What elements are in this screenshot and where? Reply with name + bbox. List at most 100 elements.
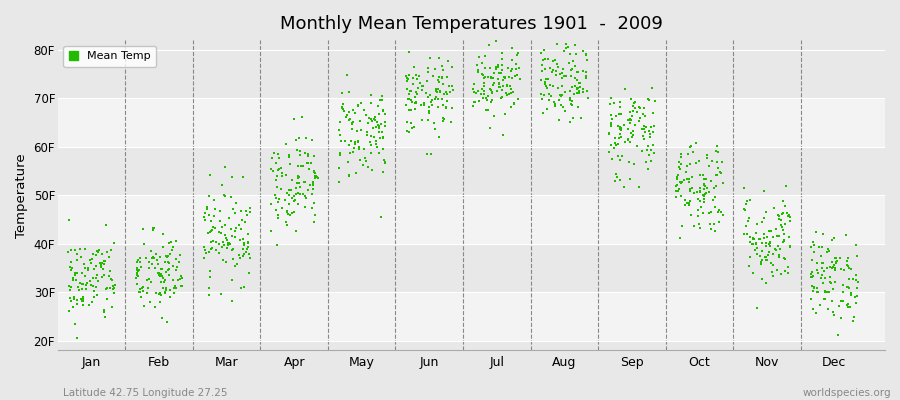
Point — [816, 230, 831, 237]
Point — [689, 188, 704, 195]
Point — [477, 83, 491, 89]
Point — [491, 80, 506, 87]
Point — [168, 267, 183, 274]
Point — [705, 158, 719, 164]
Point — [750, 245, 764, 251]
Point — [570, 85, 584, 92]
Point — [757, 235, 771, 241]
Point — [104, 276, 118, 282]
Point — [537, 56, 552, 62]
Point — [496, 82, 510, 89]
Point — [580, 69, 594, 76]
Point — [310, 174, 325, 181]
Point — [613, 126, 627, 132]
Point — [637, 123, 652, 130]
Point — [167, 290, 182, 296]
Point — [332, 165, 347, 172]
Point — [279, 141, 293, 148]
Point — [782, 234, 796, 240]
Point — [783, 244, 797, 250]
Point — [66, 275, 80, 281]
Point — [268, 207, 283, 214]
Point — [613, 104, 627, 110]
Point — [484, 97, 499, 104]
Point — [709, 183, 724, 190]
Point — [564, 84, 579, 90]
Point — [436, 115, 451, 122]
Point — [536, 31, 551, 37]
Point — [228, 263, 242, 269]
Point — [95, 266, 110, 272]
Point — [827, 235, 842, 242]
Point — [346, 119, 360, 125]
Point — [148, 304, 162, 310]
Point — [218, 222, 232, 228]
Point — [677, 177, 691, 183]
Point — [713, 169, 727, 175]
Point — [307, 219, 321, 225]
Point — [306, 186, 320, 192]
Point — [843, 290, 858, 296]
Point — [84, 282, 98, 288]
Text: Latitude 42.75 Longitude 27.25: Latitude 42.75 Longitude 27.25 — [63, 388, 228, 398]
Point — [337, 108, 351, 115]
Point — [762, 240, 777, 246]
Point — [757, 231, 771, 238]
Point — [152, 270, 166, 276]
Point — [287, 198, 302, 204]
Point — [362, 115, 376, 121]
Point — [579, 51, 593, 57]
Point — [497, 74, 511, 81]
Point — [131, 289, 146, 295]
Point — [835, 289, 850, 296]
Point — [710, 159, 724, 165]
Point — [775, 211, 789, 217]
Point — [697, 192, 711, 199]
Point — [99, 296, 113, 302]
Point — [562, 60, 576, 66]
Point — [73, 246, 87, 253]
Point — [562, 97, 577, 103]
Point — [158, 287, 173, 293]
Point — [679, 202, 693, 208]
Point — [93, 260, 107, 266]
Point — [609, 174, 624, 180]
Point — [445, 83, 459, 89]
Point — [67, 294, 81, 300]
Point — [203, 238, 218, 245]
Point — [580, 52, 594, 58]
Point — [623, 176, 637, 182]
Point — [610, 123, 625, 129]
Point — [69, 269, 84, 276]
Point — [291, 201, 305, 208]
Point — [62, 294, 77, 301]
Point — [472, 98, 486, 104]
Point — [222, 241, 237, 247]
Point — [75, 298, 89, 304]
Point — [332, 150, 347, 156]
Point — [220, 240, 235, 246]
Point — [416, 82, 430, 89]
Point — [404, 88, 419, 94]
Point — [570, 77, 584, 84]
Point — [367, 116, 382, 122]
Point — [168, 238, 183, 244]
Point — [762, 240, 777, 247]
Point — [685, 185, 699, 192]
Point — [841, 284, 855, 290]
Point — [104, 285, 118, 291]
Point — [417, 102, 431, 108]
Point — [761, 249, 776, 256]
Point — [170, 277, 184, 283]
Point — [365, 125, 380, 131]
Point — [805, 270, 819, 277]
Point — [419, 78, 434, 85]
Point — [642, 128, 656, 134]
Point — [490, 88, 504, 94]
Point — [745, 241, 760, 248]
Point — [504, 45, 518, 51]
Point — [809, 229, 824, 235]
Point — [563, 94, 578, 101]
Point — [439, 88, 454, 95]
Point — [86, 298, 100, 305]
